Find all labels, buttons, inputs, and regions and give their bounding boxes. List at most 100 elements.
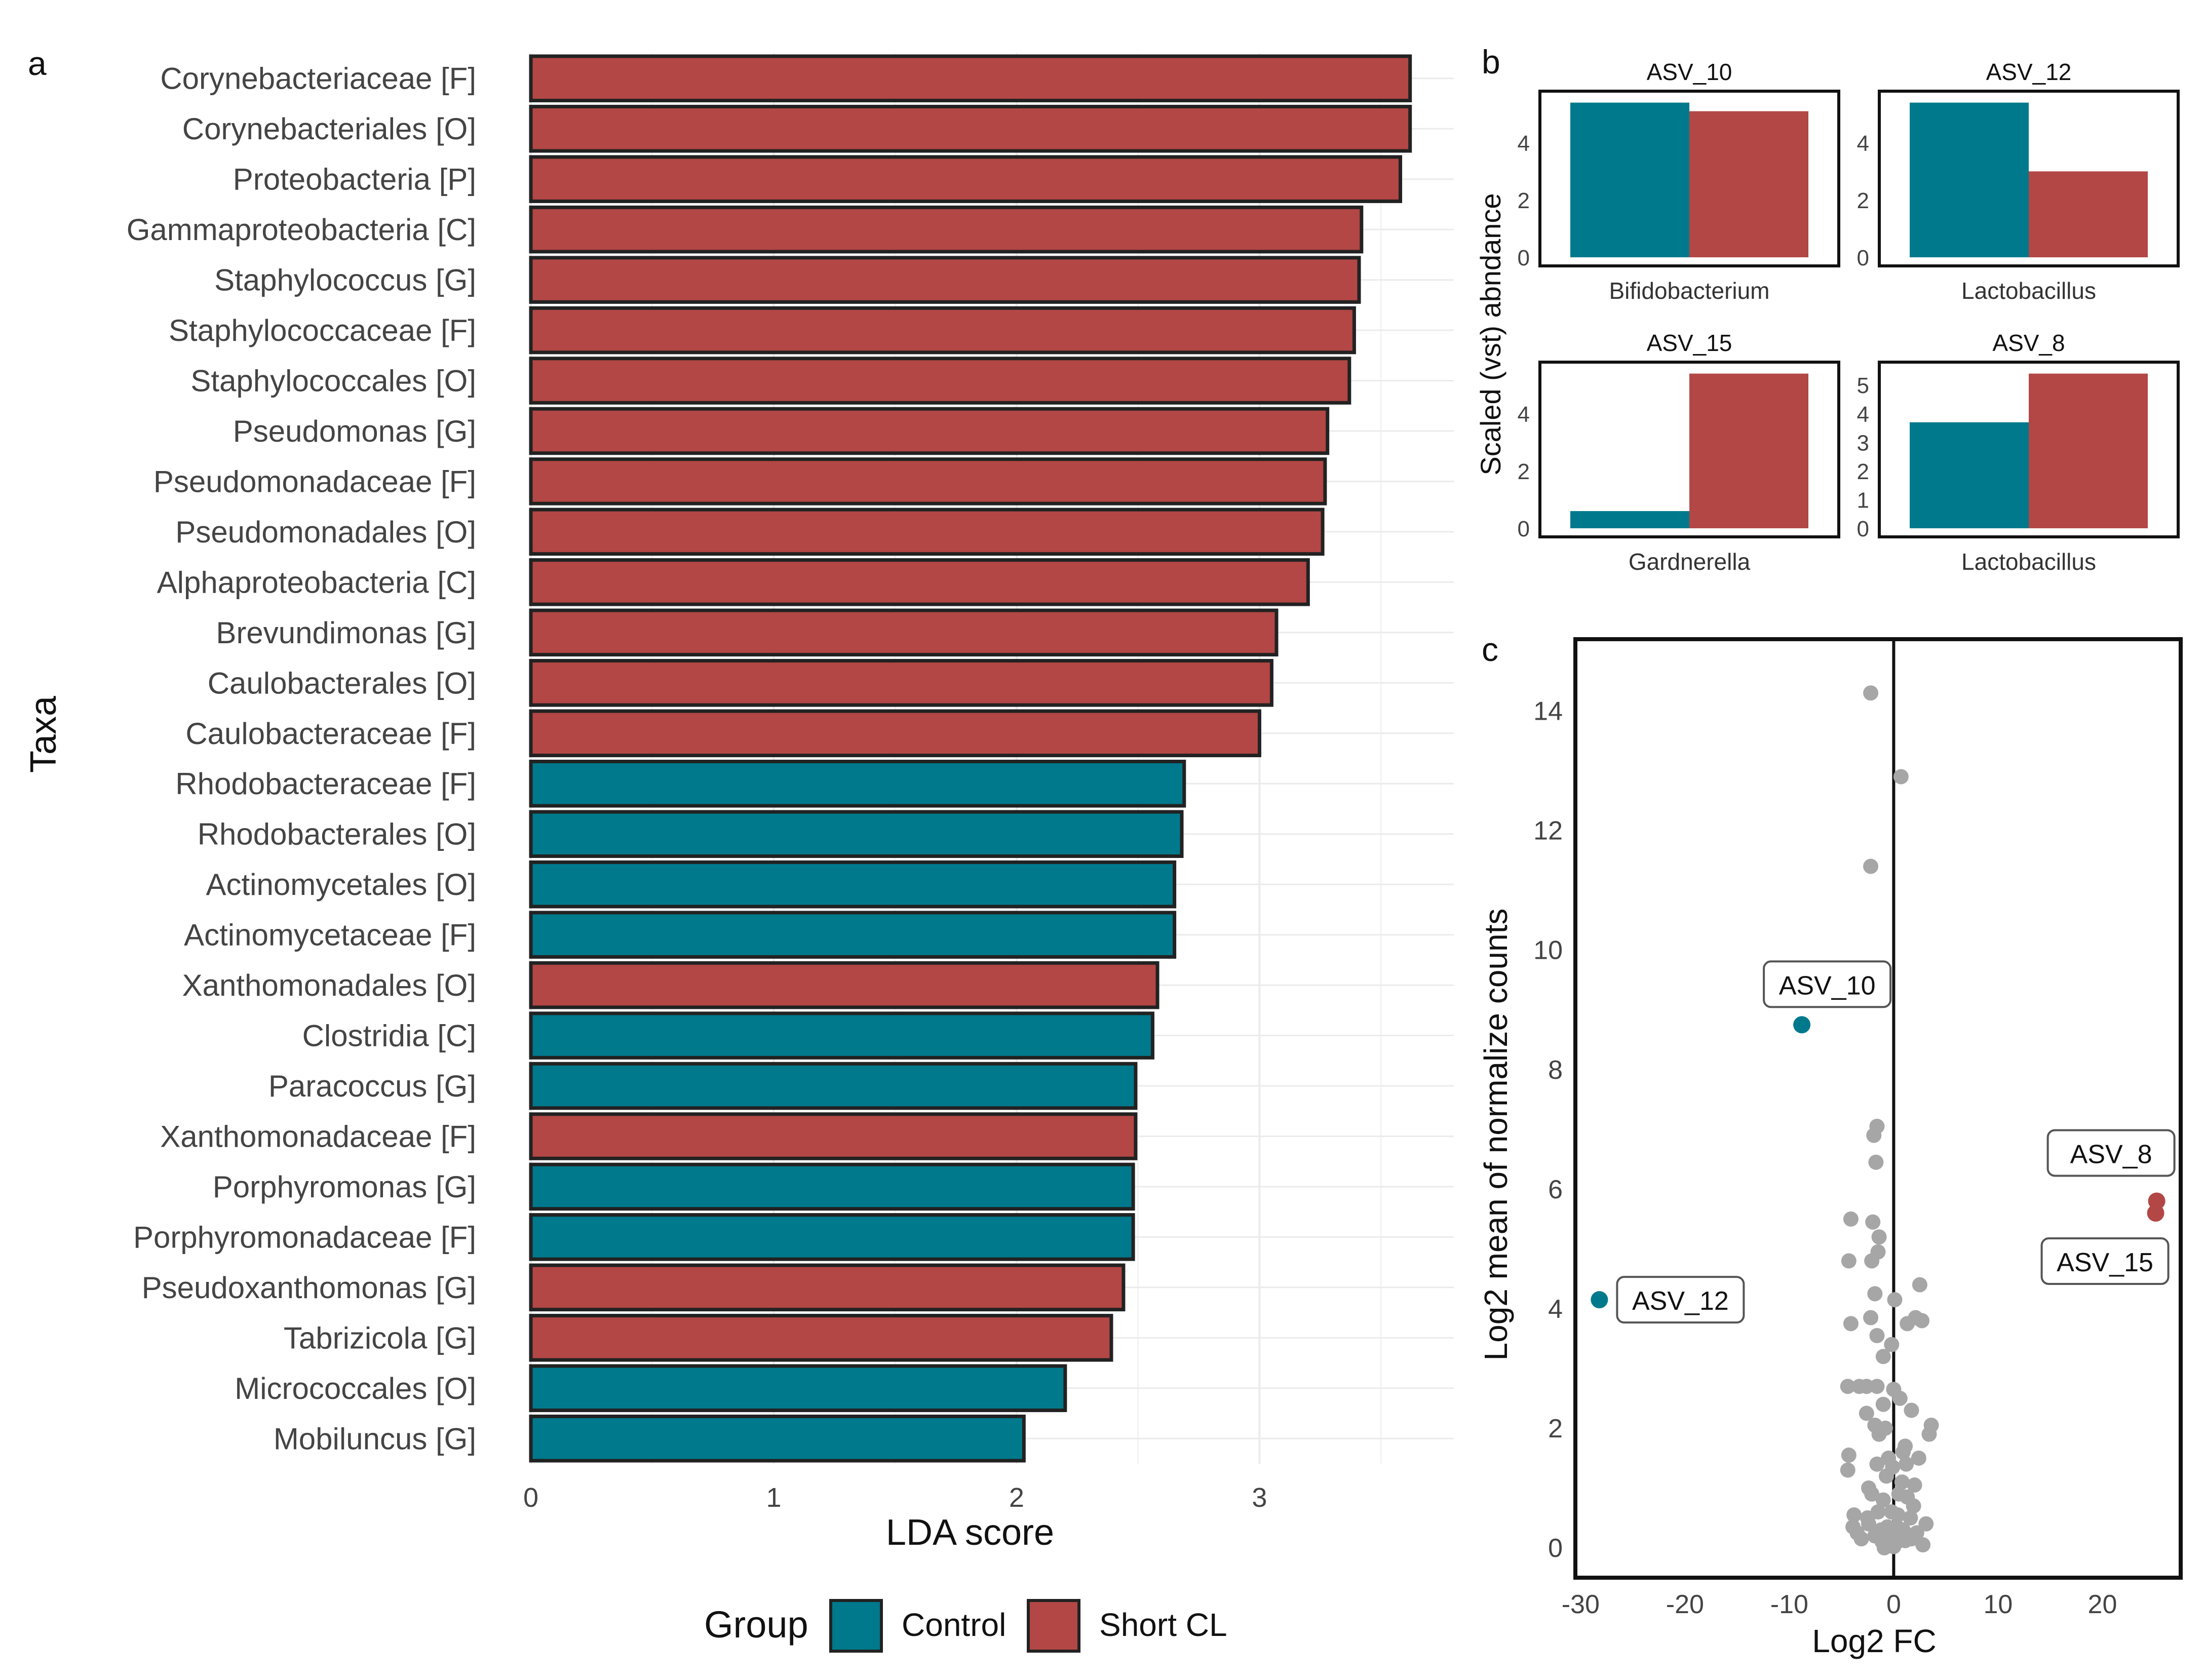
lda-taxon-label: Corynebacteriaceae [F] [160,62,476,96]
volcano-point-label: ASV_10 [1779,971,1876,1000]
lda-taxon-label: Porphyromonadaceae [F] [133,1220,476,1254]
volcano-point [1915,1537,1931,1553]
legend-swatch-control [829,1599,883,1653]
abundance-facet-title: ASV_15 [1647,330,1732,356]
volcano-point [1912,1277,1927,1293]
lda-x-tick-label: 2 [1009,1482,1024,1513]
volcano-point [1868,1154,1884,1170]
volcano-point [1864,1486,1880,1502]
lda-taxon-label: Micrococcales [O] [235,1372,476,1405]
volcano-frame [1573,637,2183,1580]
volcano-plot: ASV_10 ASV_12 ASV_8 ASV_15 -30 -20 -10 0 10 20 0 2 4… [1533,637,2183,1619]
abundance-facet-title: ASV_10 [1647,59,1732,85]
volcano-point-highlight [1793,1016,1811,1034]
volcano-point-highlight [1591,1291,1608,1309]
lda-taxon-label: Paracoccus [G] [268,1069,476,1103]
legend-label-control: Control [902,1607,1006,1643]
lda-taxon-label: Staphylococcaceae [F] [169,314,476,347]
lda-taxon-label: Proteobacteria [P] [233,163,476,197]
volcano-point [1867,1286,1883,1302]
volcano-point [1871,1229,1887,1245]
panel-label-a: a [28,45,47,82]
lda-taxon-label: Staphylococcales [O] [190,364,476,398]
lda-bar [529,1112,1138,1160]
volcano-x-tick-label: -30 [1562,1590,1600,1619]
volcano-y-tick-label: 14 [1533,697,1563,726]
panel-label-b: b [1482,43,1500,81]
abundance-y-tick-label: 2 [1518,459,1530,484]
lda-taxon-label: Tabrizicola [G] [284,1321,476,1355]
volcano-point [1899,1456,1914,1472]
abundance-bar-short-cl [2029,373,2148,529]
volcano-x-tick-label: 10 [1984,1590,2013,1619]
panel-label-c: c [1482,631,1498,668]
volcano-point [1887,1292,1903,1308]
lda-x-ticks: 0 1 2 3 [523,1482,1267,1513]
abundance-facet-xlabel: Bifidobacterium [1609,278,1769,304]
volcano-point [1845,1519,1861,1535]
volcano-point [1863,858,1879,874]
abundance-facet-xlabel: Gardnerella [1629,549,1751,575]
abundance-y-tick-label: 1 [1857,488,1869,513]
volcano-point [1864,1253,1880,1269]
volcano-x-tick-label: -10 [1770,1590,1808,1619]
volcano-y-tick-label: 12 [1533,816,1563,846]
lda-taxon-label: Alphaproteobacteria [C] [157,565,476,599]
volcano-point [1885,1459,1901,1475]
lda-taxon-label: Corynebacteriales [O] [182,112,476,146]
lda-bar [529,256,1361,304]
lda-taxon-label: Staphylococcus [G] [214,263,476,297]
volcano-point [1846,1507,1862,1523]
volcano-point [1894,1474,1910,1490]
abundance-bar-control [1570,102,1689,258]
lda-bar [529,659,1273,707]
abundance-y-tick-label: 4 [1518,131,1530,156]
abundance-bar-control [1910,102,2029,258]
abundance-y-tick-label: 0 [1518,517,1530,541]
abundance-y-tick-label: 2 [1518,188,1530,213]
volcano-point [1914,1313,1930,1329]
lda-x-tick-label: 3 [1252,1482,1267,1513]
volcano-point [1869,1327,1885,1343]
lda-bar [529,608,1279,657]
volcano-point [1841,1448,1857,1463]
lda-taxon-label: Actinomycetaceae [F] [184,918,476,952]
volcano-point [1892,1390,1908,1406]
abundance-facet-frame [1878,90,2180,267]
abundance-facet-xlabel: Lactobacillus [1961,278,2096,304]
lda-x-tick-label: 1 [766,1482,781,1513]
volcano-label-box [2040,1237,2170,1285]
volcano-point-label: ASV_8 [2070,1140,2152,1169]
volcano-point-label: ASV_15 [2057,1248,2153,1277]
lda-bar [529,457,1327,505]
volcano-point [1895,1444,1911,1460]
volcano-x-tick-label: 20 [2088,1590,2117,1619]
abundance-facet-frame [1878,361,2180,538]
lda-taxon-label: Rhodobacteraceae [F] [175,767,476,801]
volcano-point [1840,1462,1855,1478]
volcano-point [1869,1379,1885,1394]
volcano-label-box [1763,960,1892,1008]
abundance-facet-title: ASV_8 [1992,330,2065,356]
lda-bar [529,507,1325,556]
volcano-point [1900,1316,1915,1332]
lda-bar [529,1011,1154,1060]
abundance-y-tick-label: 0 [1857,517,1869,541]
lda-bar [529,306,1356,355]
volcano-point [1911,1450,1926,1466]
lda-x-tick-label: 0 [523,1482,538,1513]
lda-taxon-label: Pseudomonas [G] [233,414,476,448]
lda-x-axis-title: LDA score [886,1512,1054,1553]
volcano-point-label: ASV_12 [1632,1286,1729,1316]
volcano-y-tick-label: 8 [1548,1056,1563,1085]
abundance-y-tick-label: 0 [1518,246,1530,270]
abundance-y-tick-label: 5 [1857,373,1869,398]
lda-taxon-label: Xanthomonadales [O] [182,968,476,1002]
abundance-bar-control [1910,422,2029,529]
volcano-point [1869,1456,1885,1472]
volcano-label-box [2046,1129,2176,1177]
volcano-point [1875,1349,1891,1364]
lda-taxon-label: Gammaproteobacteria [C] [127,213,476,247]
volcano-point [1893,769,1909,785]
